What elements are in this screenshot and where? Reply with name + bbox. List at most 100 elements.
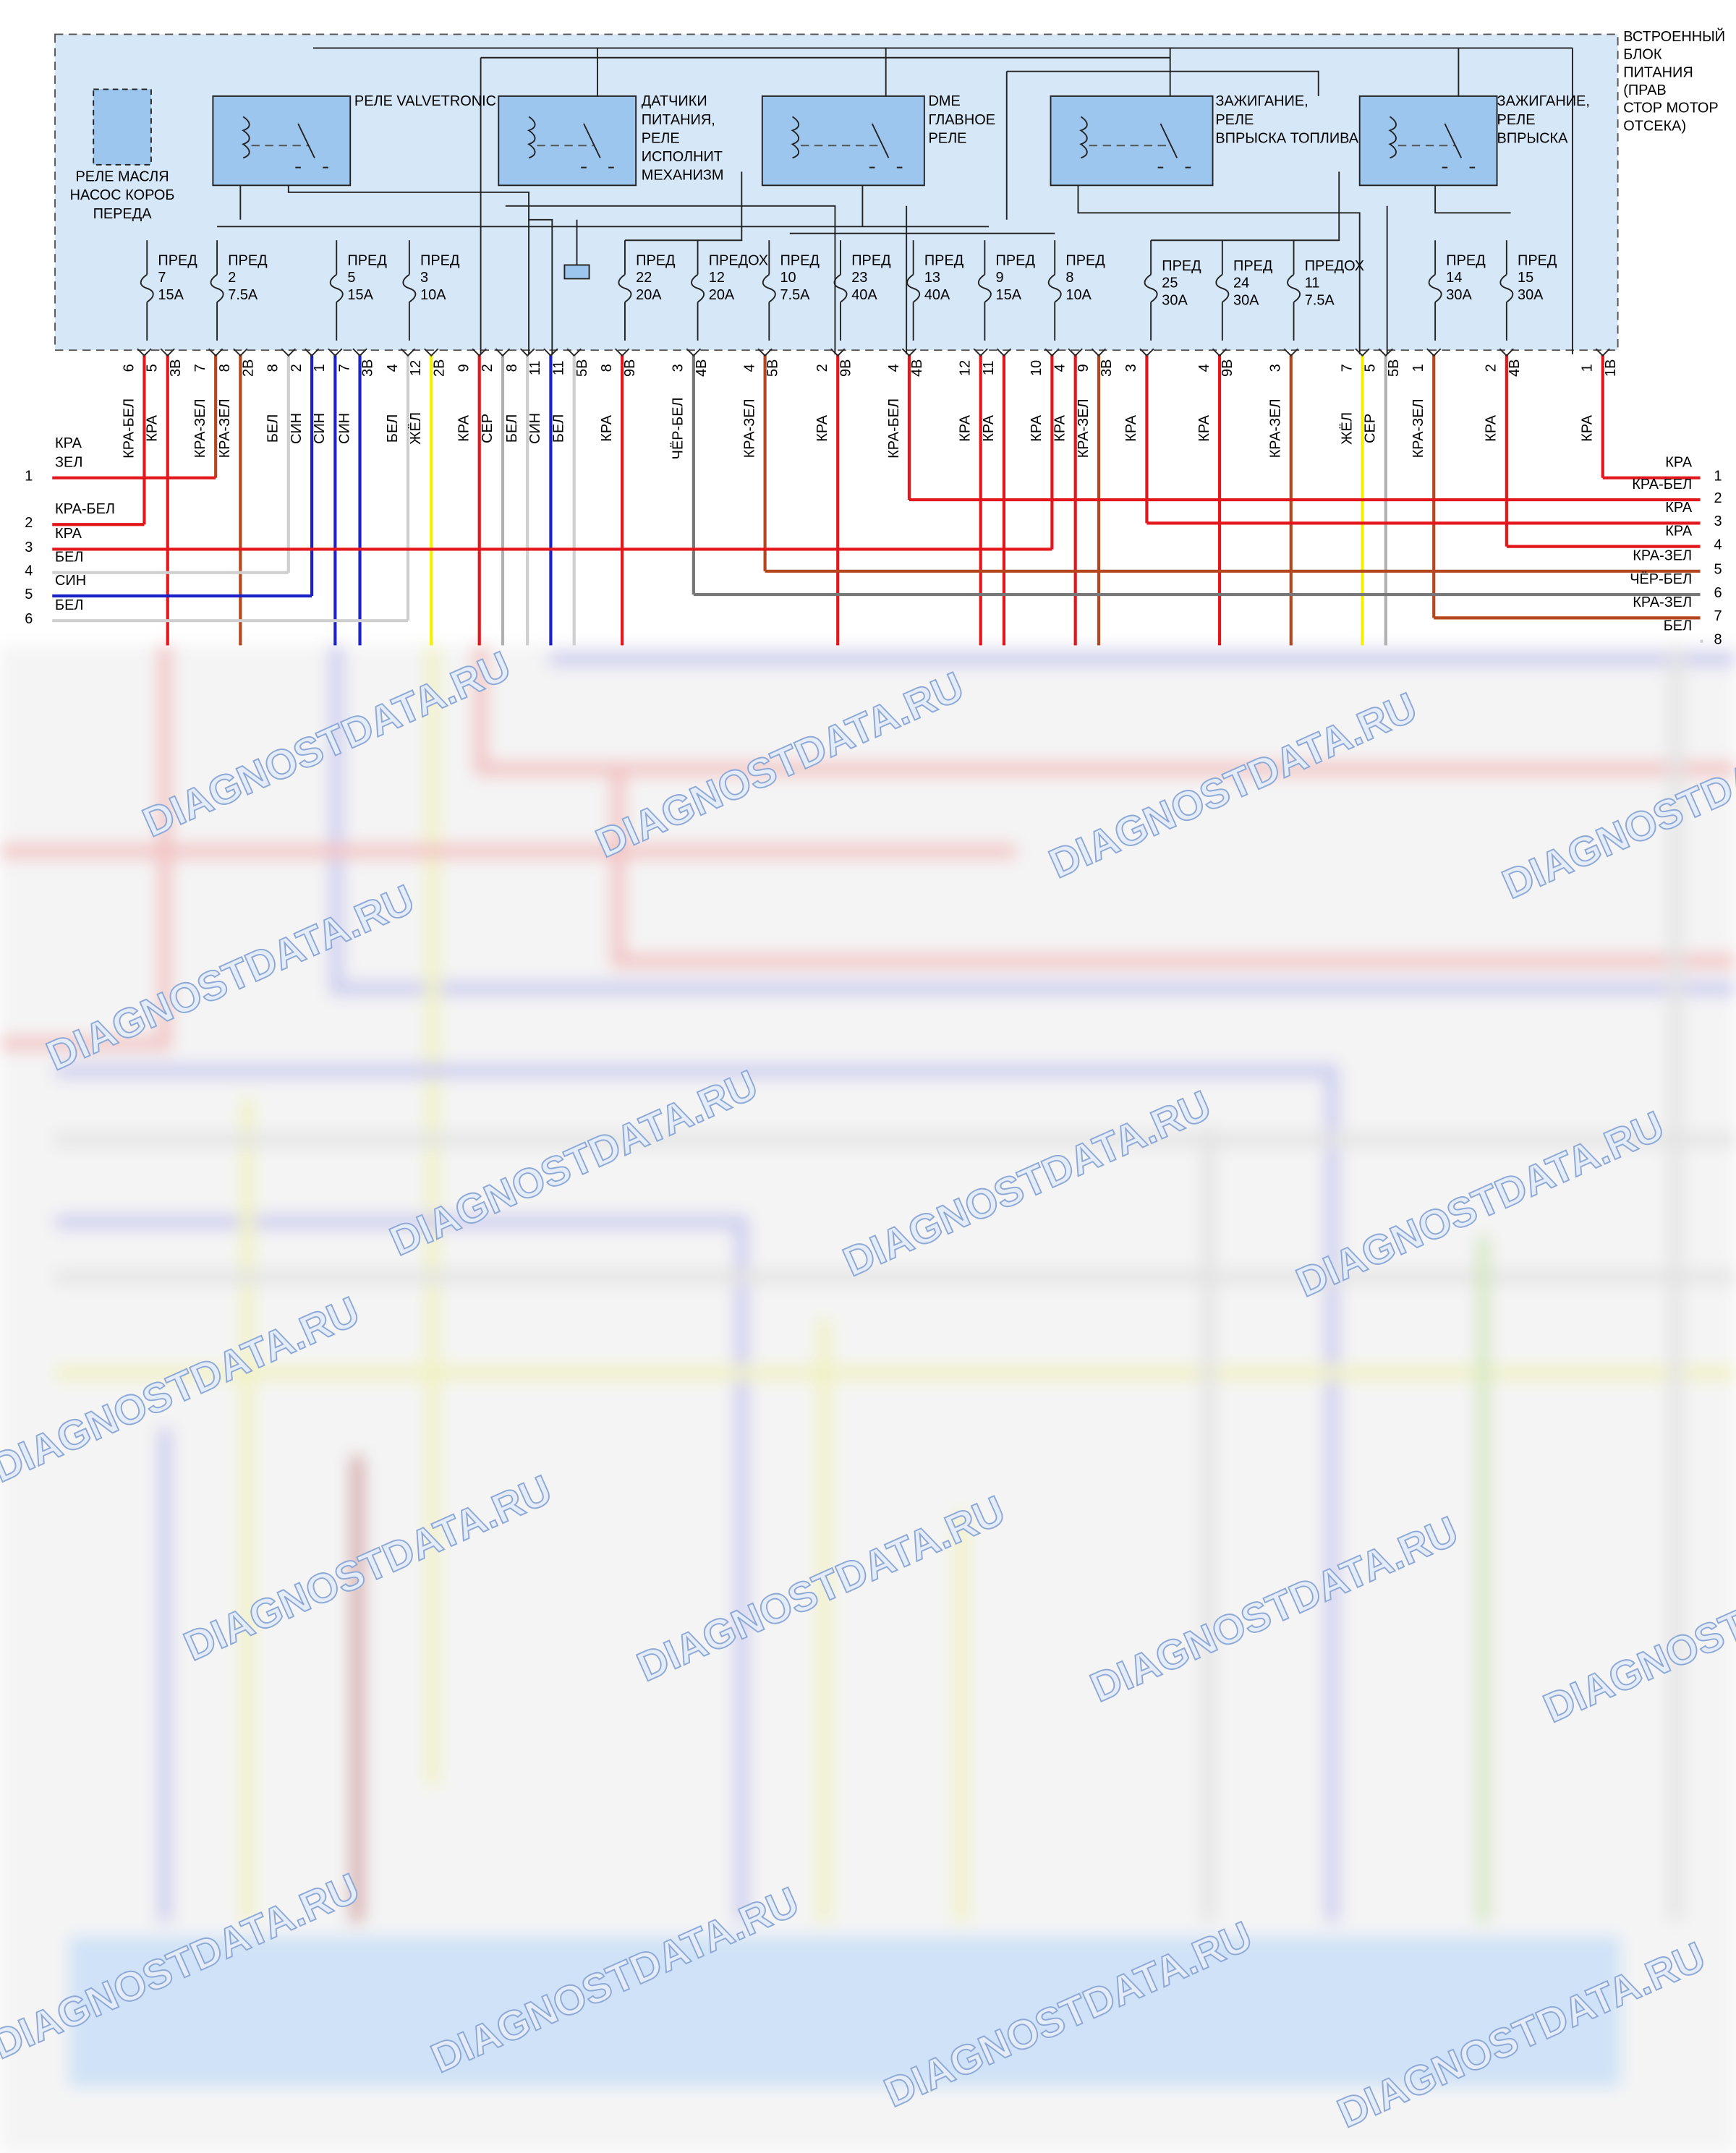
connector-id: 9В — [622, 359, 638, 377]
pin-number: 6 — [121, 364, 137, 372]
relay — [1358, 95, 1498, 187]
fuse-label: 24 — [1233, 276, 1249, 291]
pin-wire-label: КРА — [981, 414, 997, 442]
relay-label: ВПРЫСКА — [1497, 130, 1569, 146]
relay-label: ЗАЖИГАНИЕ, — [1497, 93, 1590, 109]
fuse-label: 10 — [780, 270, 796, 286]
pin-wire-label: СИН — [527, 413, 543, 444]
pin-number: 12 — [957, 360, 973, 376]
relay-switch — [869, 123, 903, 169]
internal-wire — [529, 218, 553, 354]
connector-pin — [757, 348, 773, 357]
connector-pin — [304, 348, 320, 357]
right-wire-number: 6 — [1714, 585, 1722, 601]
fuse — [210, 273, 224, 303]
fuse-label: 3 — [420, 270, 428, 286]
fuse-label: 15А — [347, 287, 373, 303]
fuse — [618, 273, 632, 303]
fuse — [1287, 273, 1301, 303]
relay-label: РЕЛЕ — [642, 130, 680, 146]
pin-wire-label: КРА-ЗЕЛ — [217, 398, 233, 458]
internal-wire — [624, 171, 743, 242]
relay — [1050, 95, 1214, 187]
pin-number: 12 — [408, 360, 424, 376]
fuse-label: 9 — [996, 270, 1004, 286]
connector-pin — [1499, 348, 1515, 357]
pin-wire-label: СЕР — [480, 414, 495, 443]
right-wire-number: 5 — [1714, 562, 1722, 578]
fuse-label: ПРЕД — [924, 252, 964, 268]
connector-id: 2В — [240, 359, 256, 377]
pin-wire-label: КРА — [1029, 414, 1044, 442]
relay-label: ЗАЖИГАНИЕ, — [1215, 93, 1308, 109]
fuse-label: 7.5А — [1305, 292, 1335, 308]
relay-switch — [581, 123, 614, 169]
right-wire-label: БЕЛ — [1664, 618, 1692, 634]
connector-id: 3В — [360, 359, 376, 377]
pin-number: 1 — [312, 364, 328, 372]
pin-number: 7 — [336, 364, 352, 372]
connector-pin — [352, 348, 367, 357]
pin-number: 1 — [1410, 364, 1426, 372]
pin-number: 2 — [814, 364, 830, 372]
internal-wire — [505, 205, 836, 354]
pin-wire-label: КРА — [599, 414, 615, 442]
left-wire-number: 5 — [25, 587, 33, 602]
connector-pin — [137, 348, 152, 357]
pin-number: 11 — [981, 360, 997, 375]
right-wire-label: КРА — [1665, 500, 1693, 516]
pin-number: 9 — [456, 364, 472, 372]
pin-wire-label: СЕР — [1363, 414, 1379, 443]
fuse — [1499, 273, 1514, 303]
connector-id: 2В — [431, 359, 447, 377]
relay-label: ПИТАНИЯ, — [642, 112, 715, 128]
left-wire-label: КРА — [55, 526, 82, 542]
fuse — [140, 273, 154, 303]
internal-wire — [1077, 171, 1361, 354]
resistor — [563, 264, 590, 280]
fuse — [1144, 273, 1158, 303]
pin-wire-label: БЕЛ — [265, 414, 281, 443]
fuse-label: 2 — [228, 270, 236, 286]
pin-number: 2 — [480, 364, 495, 372]
pin-wire-label: БЕЛ — [551, 414, 567, 443]
left-wire-label: КРА — [55, 435, 82, 451]
relay-label: НАСОС КОРОБ — [70, 187, 175, 203]
right-wire-number: 7 — [1714, 608, 1722, 624]
pin-wire-label: КРА-ЗЕЛ — [1268, 398, 1284, 458]
relay-coil — [1079, 116, 1088, 159]
pin-wire-label: БЕЛ — [385, 414, 401, 443]
fuse-label: 30А — [1518, 287, 1544, 303]
connector-id: 1В — [1603, 359, 1619, 377]
fuse-label: 11 — [1305, 276, 1320, 291]
relay-coil — [791, 116, 800, 159]
fuse-label: ПРЕД — [1162, 258, 1201, 274]
pin-wire-label: КРА-ЗЕЛ — [192, 398, 208, 458]
relay-coil — [527, 116, 536, 159]
left-wire-number: 6 — [25, 611, 33, 627]
connector-pin — [614, 348, 630, 357]
pin-number: 9 — [1076, 364, 1092, 372]
connector-pin — [1378, 348, 1393, 357]
fuse-label: ПРЕД — [1065, 252, 1105, 268]
right-wire-label: КРА — [1665, 523, 1693, 539]
connector-pin — [973, 348, 988, 357]
pin-wire-label: КРА — [456, 414, 472, 442]
left-wire-label: КРА-БЕЛ — [55, 501, 115, 517]
right-wire-number: 2 — [1714, 490, 1722, 506]
fuse — [833, 273, 848, 303]
pin-wire-label: КРА-БЕЛ — [886, 398, 902, 459]
connector-pin — [901, 348, 917, 357]
connector-pin — [424, 348, 439, 357]
connector-pin — [1283, 348, 1298, 357]
relay-label: РЕЛЕ — [1497, 112, 1536, 128]
relay-label: РЕЛЕ VALVETRONIC — [354, 93, 496, 109]
pin-wire-label: КРА — [1196, 414, 1212, 442]
connector-pin — [233, 348, 248, 357]
connector-pin — [830, 348, 846, 357]
pin-wire-label: КРА — [814, 414, 830, 442]
fuse — [762, 273, 776, 303]
connector-pin — [543, 348, 558, 357]
relay-label: РЕЛЕ МАСЛЯ — [76, 169, 169, 185]
pin-wire-label: КРА — [1580, 414, 1596, 442]
